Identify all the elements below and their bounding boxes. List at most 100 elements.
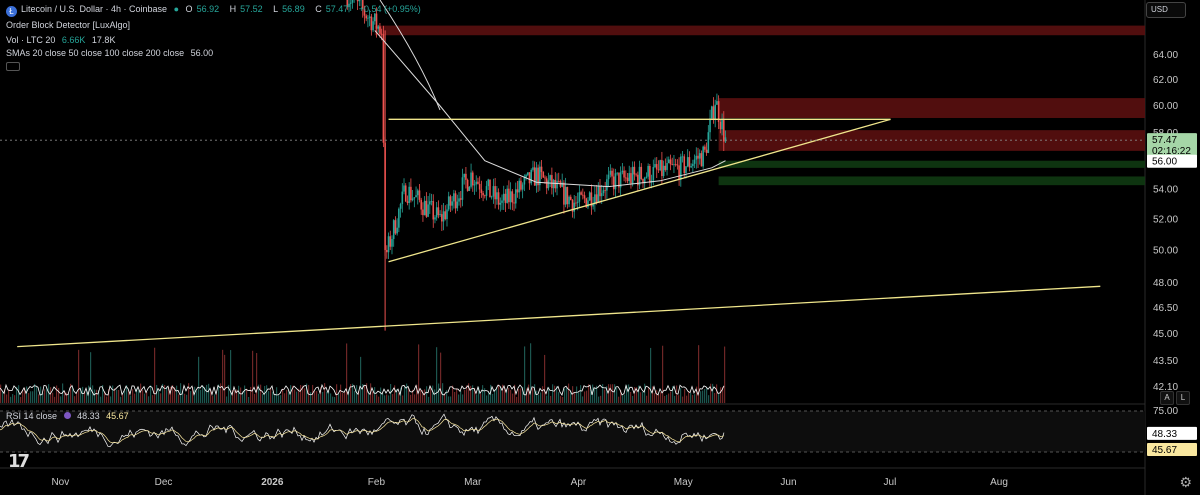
sma-legend[interactable]: SMAs 20 close 50 close 100 close 200 clo… — [6, 47, 217, 59]
candle-body — [597, 186, 600, 203]
volume-bar — [460, 390, 462, 403]
rsi-ma-tag: 45.67 — [1147, 443, 1197, 457]
volume-bar — [150, 385, 152, 403]
volume-bar — [514, 384, 516, 403]
candle-body — [442, 211, 445, 222]
candle-body — [461, 177, 464, 200]
candle-body — [678, 165, 680, 180]
volume-bar — [552, 384, 554, 403]
candle-body — [710, 106, 713, 119]
candle-body — [631, 166, 634, 184]
candle-body — [528, 172, 531, 184]
candle-body — [358, 0, 361, 2]
candle-body — [666, 163, 668, 170]
volume-bar — [600, 395, 602, 403]
candle-body — [590, 192, 593, 207]
volume-bar — [650, 347, 652, 403]
volume-bar — [102, 384, 104, 403]
volume-bar — [258, 384, 260, 403]
candle-body — [416, 190, 419, 196]
rsi-legend[interactable]: RSI 14 close 48.33 45.67 — [6, 410, 133, 422]
last-price-tag-box — [1147, 133, 1197, 160]
volume-bar — [142, 389, 144, 403]
volume-bar — [394, 385, 396, 403]
candle-body — [693, 159, 696, 164]
volume-bar — [512, 393, 514, 403]
volume-bar — [508, 387, 510, 403]
volume-bar — [660, 392, 662, 403]
candle-body — [454, 193, 457, 209]
candle-body — [595, 194, 598, 203]
volume-bar — [26, 386, 28, 403]
volume-bar — [458, 394, 460, 403]
candle-body — [611, 170, 613, 177]
candle-body — [549, 175, 551, 181]
time-axis: Nov Dec 2026 Feb Mar Apr May Jun Jul Aug — [51, 477, 1007, 488]
volume-bar — [418, 344, 420, 403]
auto-scale-button[interactable]: A — [1160, 391, 1174, 405]
volume-bar — [464, 390, 466, 403]
candle-body — [576, 201, 579, 203]
currency-selector[interactable]: USD — [1146, 2, 1186, 18]
candle-body — [664, 165, 667, 170]
volume-bar — [674, 395, 676, 403]
time-tick-label: Feb — [368, 477, 386, 488]
low-value: 56.89 — [282, 4, 305, 14]
candle-body — [399, 204, 402, 209]
volume-bar — [220, 383, 222, 403]
volume-bar — [386, 394, 388, 403]
volume-bar — [126, 385, 128, 403]
volume-bar — [86, 391, 88, 403]
candle-body — [573, 202, 576, 212]
volume-bar — [354, 391, 356, 403]
candle-body — [430, 201, 433, 202]
volume-bar — [580, 385, 582, 403]
volume-bar — [376, 394, 378, 403]
volume-bar — [28, 393, 30, 403]
volume-bar — [36, 387, 38, 403]
candle-body — [508, 188, 510, 203]
volume-legend[interactable]: Vol · LTC 20 6.66K 17.8K — [6, 34, 119, 46]
volume-bar — [452, 385, 454, 403]
candle-body — [539, 166, 541, 186]
volume-bar — [656, 390, 658, 403]
symbol-title[interactable]: Litecoin / U.S. Dollar · 4h · Coinbase — [21, 4, 168, 14]
volume-bar — [256, 353, 258, 403]
candle-body — [437, 207, 440, 216]
volume-bar — [604, 389, 606, 403]
candle-body — [633, 166, 636, 175]
candle-body — [619, 172, 622, 188]
candle-body — [492, 186, 495, 197]
candle-body — [683, 156, 686, 174]
volume-bar — [412, 389, 414, 403]
order-block-legend[interactable]: Order Block Detector [LuxAlgo] — [6, 19, 134, 31]
volume-bar — [30, 391, 32, 403]
volume-bar — [290, 385, 292, 403]
rsi-ma-tag-text: 45.67 — [1152, 445, 1177, 456]
price-tick-label: 42.10 — [1153, 382, 1178, 393]
auto-scale-label: A — [1164, 393, 1170, 402]
volume-bar — [426, 386, 428, 403]
volume-bar — [144, 393, 146, 403]
volume-bar — [530, 343, 532, 403]
candle-body — [714, 104, 716, 120]
volume-bar — [462, 394, 464, 403]
collapse-legend-button[interactable] — [6, 60, 24, 72]
log-scale-button[interactable]: L — [1176, 391, 1190, 405]
volume-bar — [690, 392, 692, 403]
tradingview-logo[interactable]: 17 — [8, 451, 30, 472]
candle-body — [680, 156, 682, 180]
candle-body — [363, 8, 366, 16]
candle-body — [499, 202, 502, 205]
volume-bar — [646, 395, 648, 403]
candle-body — [674, 164, 677, 166]
volume-bar — [336, 384, 338, 403]
gear-icon[interactable]: ⚙ — [1179, 474, 1192, 490]
volume-bar — [122, 394, 124, 403]
volume-bar — [510, 389, 512, 403]
candle-body — [643, 177, 646, 184]
volume-bar — [380, 387, 382, 403]
volume-bar — [406, 383, 408, 403]
